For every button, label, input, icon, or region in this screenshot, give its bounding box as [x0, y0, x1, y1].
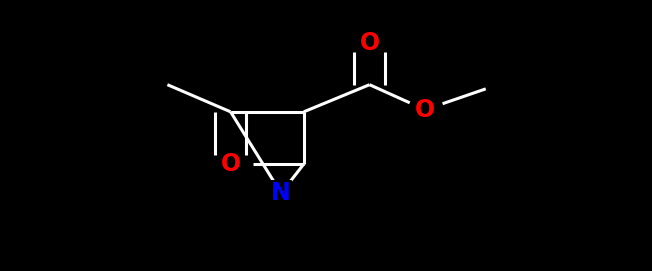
Text: O: O [359, 31, 379, 55]
Text: O: O [220, 152, 241, 176]
Text: N: N [271, 181, 291, 205]
Text: O: O [415, 98, 435, 122]
